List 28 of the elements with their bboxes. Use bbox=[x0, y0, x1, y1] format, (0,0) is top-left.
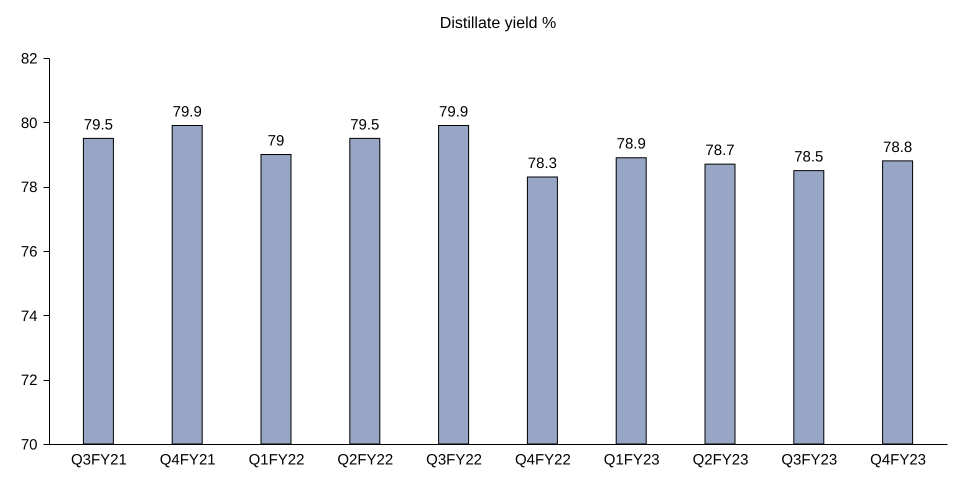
y-tick-label: 76 bbox=[20, 244, 38, 260]
y-tick-label: 74 bbox=[20, 308, 38, 325]
x-tick-label: Q2FY23 bbox=[692, 452, 748, 468]
x-tick-label: Q1FY23 bbox=[604, 452, 660, 468]
x-tick-label: Q2FY22 bbox=[337, 452, 394, 468]
y-tick-label: 78 bbox=[20, 179, 38, 196]
data-label: 78.9 bbox=[616, 136, 646, 153]
data-label: 79 bbox=[268, 132, 284, 150]
data-label: 79.9 bbox=[172, 104, 202, 121]
x-tick-label: Q3FY22 bbox=[426, 452, 482, 468]
chart-title: Distillate yield % bbox=[440, 15, 556, 32]
data-label: 78.3 bbox=[528, 155, 557, 172]
x-tick-label: Q3FY23 bbox=[781, 452, 838, 468]
y-tick-label: 70 bbox=[20, 436, 38, 454]
x-tick-label: Q4FY22 bbox=[514, 452, 571, 468]
x-tick-label: Q1FY22 bbox=[248, 452, 304, 468]
y-tick-label: 72 bbox=[20, 372, 38, 390]
x-tick-label: Q4FY21 bbox=[160, 452, 216, 468]
data-label: 78.7 bbox=[705, 142, 735, 160]
x-tick-label: Q4FY23 bbox=[870, 452, 926, 468]
data-label: 78.5 bbox=[794, 148, 824, 166]
x-tick-label: Q3FY21 bbox=[70, 452, 127, 468]
y-tick-label: 82 bbox=[20, 50, 38, 68]
data-label: 79.5 bbox=[350, 116, 380, 134]
data-label: 78.8 bbox=[883, 138, 912, 156]
data-label: 79.9 bbox=[439, 104, 468, 121]
data-label: 79.5 bbox=[84, 116, 113, 134]
y-tick-label: 80 bbox=[20, 114, 38, 132]
